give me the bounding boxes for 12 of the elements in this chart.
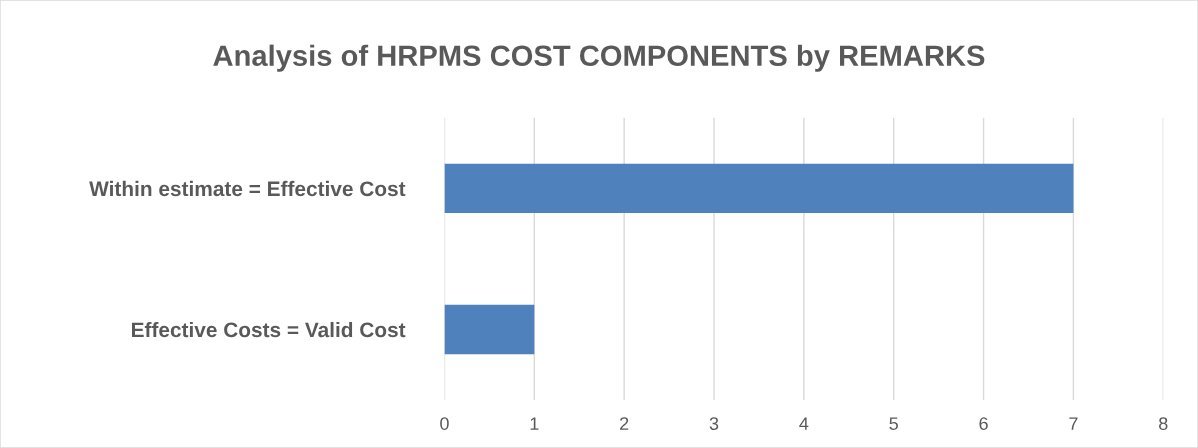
x-tick-label: 5 — [889, 417, 898, 430]
y-tick-label: Effective Costs = Valid Cost — [132, 321, 406, 338]
x-tick-label: 7 — [1069, 417, 1078, 430]
x-tick-label: 4 — [799, 417, 809, 430]
x-tick-label: 1 — [530, 417, 539, 430]
chart-title: Analysis of HRPMS COST COMPONENTS by REMARKS — [213, 44, 985, 72]
x-tick-label: 3 — [709, 417, 719, 430]
x-tick-label: 6 — [979, 417, 988, 430]
x-tick-label: 0 — [440, 417, 449, 430]
y-tick-label: Within estimate = Effective Cost — [89, 180, 406, 197]
x-tick-label: 8 — [1159, 417, 1168, 430]
x-tick-label: 2 — [620, 417, 629, 430]
